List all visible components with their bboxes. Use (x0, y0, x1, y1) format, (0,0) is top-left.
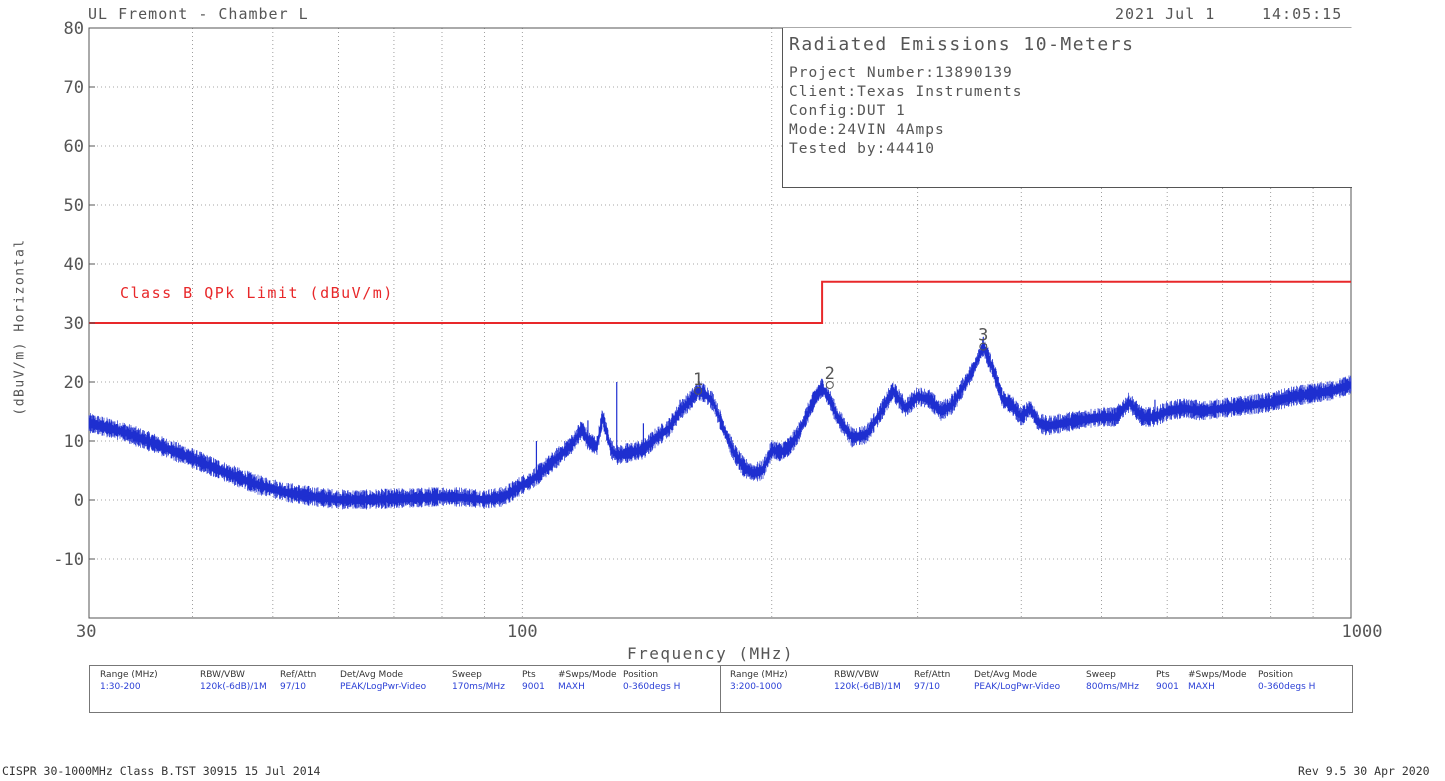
marker-layer: 1 2 3 (693, 326, 988, 395)
table-divider (720, 666, 721, 712)
param-header: Det/Avg Mode (340, 670, 404, 680)
peak-marker (825, 380, 834, 389)
tick-layer: -10 0 10 20 30 40 50 60 70 80 30 100 1000 (53, 19, 1382, 642)
param-header: Det/Avg Mode (974, 670, 1038, 680)
param-value-range2: 9001 (1156, 682, 1179, 692)
y-tick-label: 20 (64, 373, 84, 393)
limit-label: Class B QPk Limit (dBuV/m) (120, 284, 394, 302)
limit-line (89, 280, 1351, 324)
emission-trace (88, 344, 1352, 501)
y-tick-label: 70 (64, 78, 84, 98)
param-header: Range (MHz) (100, 670, 158, 680)
peak-marker-label: 1 (693, 370, 703, 390)
y-tick-label: 10 (64, 432, 84, 452)
limit-layer (89, 280, 1351, 324)
param-value-range1: 9001 (522, 682, 545, 692)
y-tick-label: 30 (64, 314, 84, 334)
y-tick-label: 40 (64, 255, 84, 275)
test-info-panel: Radiated Emissions 10-Meters Project Num… (782, 28, 1352, 188)
y-tick-label: 60 (64, 137, 84, 157)
param-header: #Swps/Mode (1188, 670, 1247, 680)
test-title: Radiated Emissions 10-Meters (789, 34, 1135, 55)
param-header: Pts (1156, 670, 1170, 680)
param-header: RBW/VBW (200, 670, 245, 680)
param-value-range1: 1:30-200 (100, 682, 141, 692)
param-header: Ref/Attn (914, 670, 951, 680)
param-value-range1: 170ms/MHz (452, 682, 505, 692)
param-value-range2: 0-360degs H (1258, 682, 1316, 692)
peak-marker-label: 3 (978, 326, 988, 346)
param-header: RBW/VBW (834, 670, 879, 680)
param-value-range1: MAXH (558, 682, 585, 692)
x-axis-label: Frequency (MHz) (627, 644, 794, 663)
client-name: Client:Texas Instruments (789, 84, 1023, 100)
param-value-range2: 3:200-1000 (730, 682, 783, 692)
y-tick-label: 80 (64, 19, 84, 39)
mode: Mode:24VIN 4Amps (789, 122, 945, 138)
y-axis-label: (dBuV/m) Horizontal (12, 238, 28, 416)
footer-revision: Rev 9.5 30 Apr 2020 (1298, 764, 1430, 778)
param-header: Sweep (1086, 670, 1116, 680)
peak-marker (694, 386, 703, 395)
param-header: Range (MHz) (730, 670, 788, 680)
param-value-range1: 97/10 (280, 682, 306, 692)
header-time: 14:05:15 (1262, 5, 1343, 23)
param-header: Position (623, 670, 659, 680)
param-header: Ref/Attn (280, 670, 317, 680)
param-value-range1: 120k(-6dB)/1M (200, 682, 267, 692)
emission-trace-noise (88, 336, 1352, 510)
header-date: 2021 Jul 1 (1115, 5, 1216, 23)
param-header: Position (1258, 670, 1294, 680)
param-header: #Swps/Mode (558, 670, 617, 680)
x-tick-label: 1000 (1342, 622, 1383, 642)
param-value-range1: 0-360degs H (623, 682, 681, 692)
sweep-parameters-table: Range (MHz) Range (MHz) RBW/VBW RBW/VBW Ref/… (89, 665, 1353, 713)
param-header: Sweep (452, 670, 482, 680)
y-tick-label: -10 (53, 550, 84, 570)
header-location: UL Fremont - Chamber L (88, 5, 309, 23)
config: Config:DUT 1 (789, 103, 906, 119)
param-value-range2: PEAK/LogPwr-Video (974, 682, 1061, 692)
peak-marker-label: 2 (825, 364, 835, 384)
footer-test-file: CISPR 30-1000MHz Class B.TST 30915 15 Ju… (2, 764, 321, 778)
x-tick-label: 100 (507, 622, 538, 642)
param-value-range2: MAXH (1188, 682, 1215, 692)
y-tick-label: 0 (74, 491, 84, 511)
trace-layer (88, 336, 1352, 510)
param-value-range2: 120k(-6dB)/1M (834, 682, 901, 692)
param-value-range2: 800ms/MHz (1086, 682, 1139, 692)
param-value-range1: PEAK/LogPwr-Video (340, 682, 427, 692)
project-number: Project Number:13890139 (789, 65, 1013, 81)
param-header: Pts (522, 670, 536, 680)
param-value-range2: 97/10 (914, 682, 940, 692)
tested-by: Tested by:44410 (789, 141, 935, 157)
peak-marker (979, 342, 988, 351)
x-tick-label: 30 (76, 622, 96, 642)
y-tick-label: 50 (64, 196, 84, 216)
